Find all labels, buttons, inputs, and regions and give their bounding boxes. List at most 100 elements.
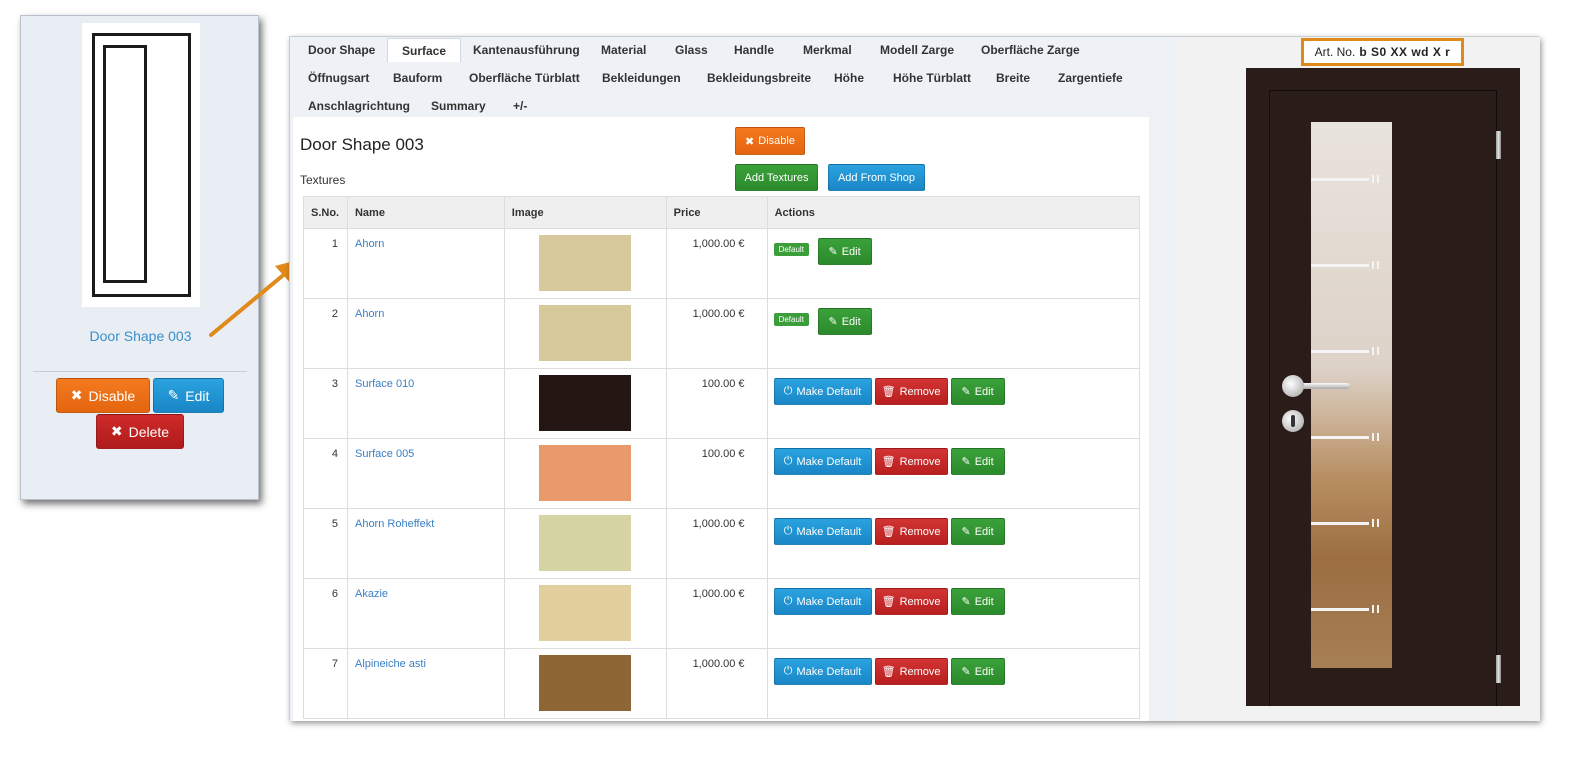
cell-price: 1,000.00 €	[665, 648, 768, 719]
art-no-value: b S0 XX wd X r	[1359, 45, 1451, 59]
edit-label: Edit	[841, 245, 861, 258]
texture-swatch	[539, 515, 632, 571]
table-row: 4 Surface 005 100.00 € ⏻ Make Default 🗑 …	[303, 438, 1141, 509]
edit-button[interactable]: ✎ Edit	[817, 308, 872, 335]
tab-bauform[interactable]: Bauform	[393, 71, 443, 85]
tab-kantenausfuehrung[interactable]: Kantenausführung	[473, 43, 580, 57]
texture-name-link[interactable]: Akazie	[346, 578, 505, 649]
make-default-button[interactable]: ⏻ Make Default	[773, 588, 872, 615]
art-no-box: Art. No. b S0 XX wd X r	[1301, 38, 1464, 66]
cell-image	[503, 648, 667, 719]
make-default-label: Make Default	[796, 455, 862, 468]
edit-label: Edit	[974, 525, 994, 538]
tab-hoehe-tuerblatt[interactable]: Höhe Türblatt	[893, 71, 971, 85]
glass-stripe	[1311, 522, 1369, 525]
tab-material[interactable]: Material	[601, 43, 647, 57]
edit-icon: ✎	[828, 246, 838, 258]
tab-plus-minus[interactable]: +/-	[513, 99, 528, 113]
cell-sno: 6	[303, 578, 348, 649]
edit-button[interactable]: ✎ Edit	[950, 378, 1005, 405]
tab-anschlagrichtung[interactable]: Anschlagrichtung	[308, 99, 411, 113]
table-row: 2 Ahorn 1,000.00 € Default ✎ Edit	[303, 298, 1141, 369]
glass-stripe-tick	[1372, 347, 1374, 355]
texture-name-link[interactable]: Alpineiche asti	[346, 648, 505, 719]
edit-icon: ✎	[828, 316, 838, 328]
remove-button[interactable]: 🗑 Remove	[874, 518, 948, 545]
power-icon: ⏻	[783, 455, 793, 467]
tab-bekleidungen[interactable]: Bekleidungen	[602, 71, 681, 85]
tab-door-shape[interactable]: Door Shape	[308, 43, 376, 57]
tab-handle[interactable]: Handle	[734, 43, 775, 57]
door-shape-thumbnail[interactable]	[82, 23, 200, 307]
cell-image	[503, 578, 667, 649]
card-disable-label: Disable	[88, 387, 136, 404]
card-disable-button[interactable]: ✖ Disable	[56, 378, 150, 413]
remove-button[interactable]: 🗑 Remove	[874, 658, 948, 685]
tab-oeffnugsart[interactable]: Öffnugsart	[308, 71, 370, 85]
glass-stripe	[1311, 350, 1369, 353]
card-edit-label: Edit	[185, 387, 210, 404]
glass-stripe	[1311, 264, 1369, 267]
glass-stripe-tick	[1377, 175, 1379, 183]
power-icon: ⏻	[783, 385, 793, 397]
edit-button[interactable]: ✎ Edit	[950, 518, 1005, 545]
cell-actions: ⏻ Make Default 🗑 Remove ✎ Edit	[766, 648, 1141, 719]
tab-hoehe[interactable]: Höhe	[834, 71, 864, 85]
edit-button[interactable]: ✎ Edit	[817, 238, 872, 265]
door-shape-title-link[interactable]: Door Shape 003	[89, 328, 192, 344]
texture-name-link[interactable]: Surface 005	[346, 438, 505, 509]
tab-glass[interactable]: Glass	[675, 43, 708, 57]
make-default-button[interactable]: ⏻ Make Default	[773, 518, 872, 545]
glass-stripe-tick	[1377, 605, 1379, 613]
remove-button[interactable]: 🗑 Remove	[874, 448, 948, 475]
edit-icon: ✎	[167, 387, 180, 403]
remove-button[interactable]: 🗑 Remove	[874, 588, 948, 615]
cell-sno: 4	[303, 438, 348, 509]
edit-icon: ✎	[961, 526, 971, 538]
disable-label: Disable	[758, 135, 795, 147]
edit-button[interactable]: ✎ Edit	[950, 588, 1005, 615]
make-default-button[interactable]: ⏻ Make Default	[773, 448, 872, 475]
tab-merkmal[interactable]: Merkmal	[803, 43, 852, 57]
tab-oberflaeche-zarge[interactable]: Oberfläche Zarge	[981, 43, 1080, 57]
cell-price: 100.00 €	[665, 368, 768, 439]
trash-icon: 🗑	[881, 666, 896, 678]
texture-name-link[interactable]: Ahorn Roheffekt	[346, 508, 505, 579]
make-default-button[interactable]: ⏻ Make Default	[773, 378, 872, 405]
cell-actions: Default ✎ Edit	[766, 298, 1141, 369]
door-handle-icon	[1292, 383, 1350, 389]
texture-name-link[interactable]: Ahorn	[346, 298, 505, 369]
tab-surface[interactable]: Surface	[387, 38, 462, 62]
card-edit-button[interactable]: ✎ Edit	[153, 378, 224, 413]
trash-icon: 🗑	[881, 526, 896, 538]
add-textures-button[interactable]: Add Textures	[735, 164, 818, 191]
add-from-shop-button[interactable]: Add From Shop	[828, 164, 925, 191]
hinge-icon	[1496, 655, 1501, 683]
texture-name-link[interactable]: Surface 010	[346, 368, 505, 439]
door-shape-card: Door Shape 003 ✖ Disable ✎ Edit ✖ Delete	[20, 15, 259, 500]
tab-bekleidungsbreite[interactable]: Bekleidungsbreite	[707, 71, 812, 85]
glass-stripe	[1311, 178, 1369, 181]
tab-breite[interactable]: Breite	[996, 71, 1031, 85]
door-image	[1246, 68, 1520, 706]
card-delete-button[interactable]: ✖ Delete	[96, 414, 184, 449]
edit-button[interactable]: ✎ Edit	[950, 658, 1005, 685]
remove-label: Remove	[899, 455, 941, 468]
cell-actions: ⏻ Make Default 🗑 Remove ✎ Edit	[766, 438, 1141, 509]
remove-button[interactable]: 🗑 Remove	[874, 378, 948, 405]
disable-button[interactable]: ✖ Disable	[735, 127, 805, 155]
tab-modell-zarge[interactable]: Modell Zarge	[880, 43, 955, 57]
make-default-button[interactable]: ⏻ Make Default	[773, 658, 872, 685]
cell-sno: 1	[303, 228, 348, 299]
tab-oberflaeche-tuerblatt[interactable]: Oberfläche Türblatt	[469, 71, 580, 85]
glass-stripe-tick	[1377, 347, 1379, 355]
glass-stripe-tick	[1372, 433, 1374, 441]
edit-button[interactable]: ✎ Edit	[950, 448, 1005, 475]
tab-zargentiefe[interactable]: Zargentiefe	[1058, 71, 1123, 85]
texture-name-link[interactable]: Ahorn	[346, 228, 505, 299]
glass-stripe-tick	[1377, 261, 1379, 269]
door-preview: Art. No. b S0 XX wd X r	[1177, 37, 1540, 721]
edit-label: Edit	[974, 455, 994, 468]
textures-label: Textures	[300, 173, 346, 187]
tab-summary[interactable]: Summary	[431, 99, 486, 113]
